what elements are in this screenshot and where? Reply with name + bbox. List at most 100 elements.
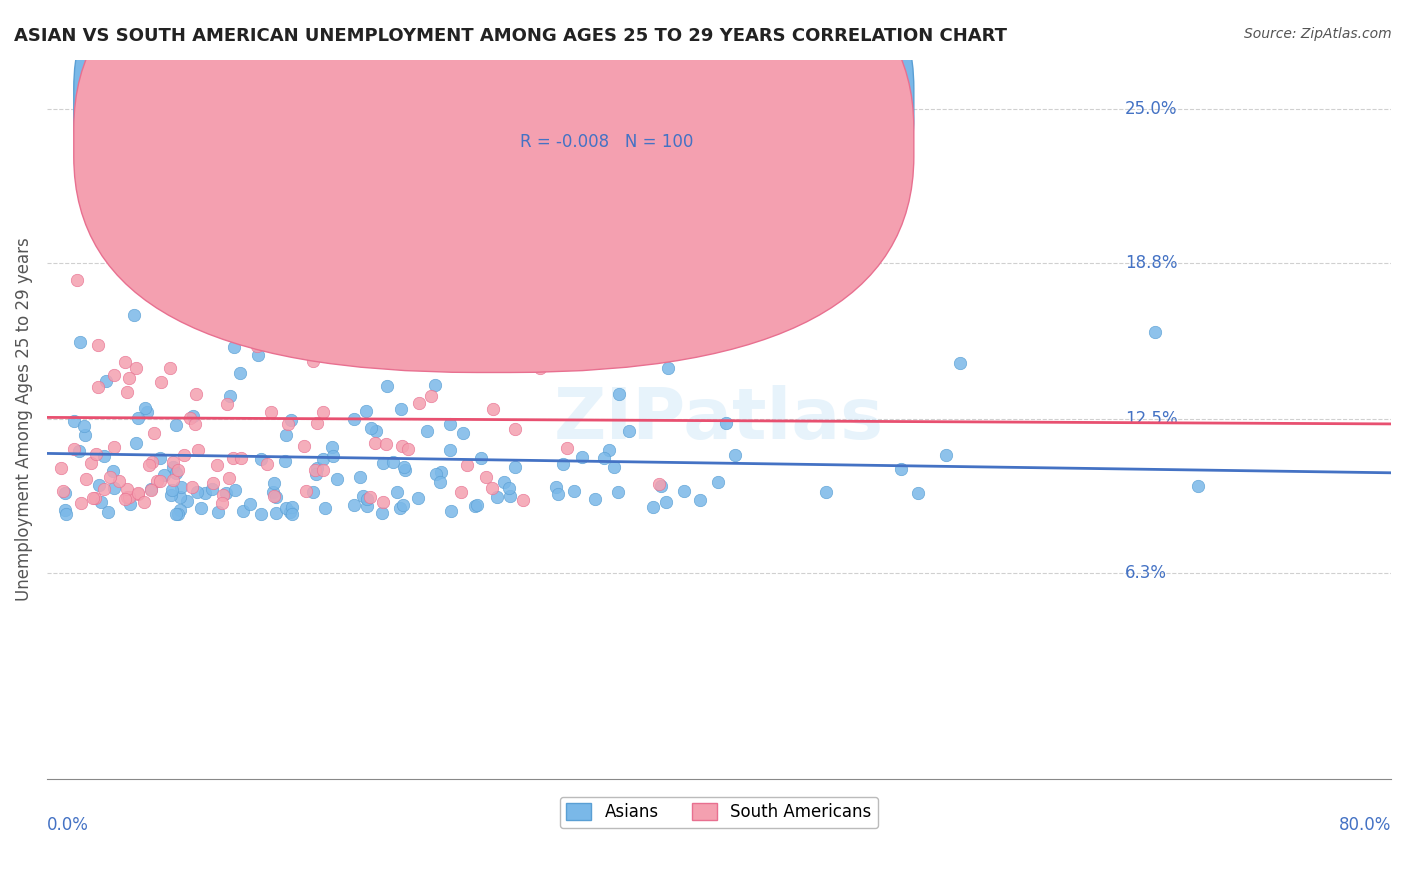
- South Americans: [70, 496, 93, 510]
- South Americans: [115, 384, 138, 399]
- Asians: [53, 486, 76, 500]
- South Americans: [233, 285, 256, 300]
- Asians: [165, 418, 187, 433]
- Asians: [346, 243, 368, 257]
- Asians: [176, 493, 198, 508]
- South Americans: [138, 458, 160, 473]
- Asians: [314, 500, 336, 515]
- Asians: [266, 507, 288, 521]
- Asians: [125, 436, 148, 450]
- Asians: [120, 498, 142, 512]
- Asians: [716, 416, 738, 430]
- South Americans: [420, 389, 443, 403]
- Asians: [305, 460, 328, 475]
- South Americans: [75, 153, 97, 168]
- Asians: [1144, 326, 1167, 340]
- South Americans: [305, 416, 328, 430]
- Text: 80.0%: 80.0%: [1339, 816, 1391, 834]
- South Americans: [75, 472, 97, 486]
- Text: Source: ZipAtlas.com: Source: ZipAtlas.com: [1244, 27, 1392, 41]
- Asians: [360, 420, 382, 434]
- Asians: [356, 500, 378, 514]
- Asians: [62, 414, 84, 428]
- Asians: [382, 455, 405, 469]
- Asians: [153, 467, 176, 482]
- South Americans: [481, 402, 503, 417]
- South Americans: [312, 405, 335, 419]
- Asians: [689, 492, 711, 507]
- Asians: [439, 443, 461, 458]
- South Americans: [222, 450, 245, 465]
- Asians: [207, 504, 229, 518]
- Asians: [398, 223, 420, 237]
- South Americans: [149, 474, 172, 488]
- Asians: [232, 503, 254, 517]
- Asians: [392, 498, 415, 512]
- South Americans: [450, 484, 472, 499]
- South Americans: [103, 368, 125, 382]
- Asians: [430, 465, 453, 479]
- Asians: [224, 483, 246, 497]
- Asians: [440, 503, 463, 517]
- Asians: [124, 308, 146, 322]
- South Americans: [433, 180, 456, 194]
- South Americans: [475, 470, 498, 484]
- Asians: [170, 480, 193, 494]
- South Americans: [141, 455, 163, 469]
- Asians: [262, 484, 284, 499]
- FancyBboxPatch shape: [73, 0, 914, 373]
- Asians: [672, 484, 695, 499]
- South Americans: [187, 442, 209, 457]
- Asians: [373, 456, 395, 470]
- Asians: [394, 460, 416, 475]
- South Americans: [304, 462, 326, 476]
- South Americans: [371, 495, 394, 509]
- Asians: [229, 366, 252, 380]
- Asians: [159, 488, 181, 502]
- Text: ZIPatlas: ZIPatlas: [554, 384, 884, 454]
- Text: ASIAN VS SOUTH AMERICAN UNEMPLOYMENT AMONG AGES 25 TO 29 YEARS CORRELATION CHART: ASIAN VS SOUTH AMERICAN UNEMPLOYMENT AMO…: [14, 27, 1007, 45]
- South Americans: [179, 411, 201, 425]
- Asians: [650, 479, 672, 493]
- South Americans: [456, 458, 478, 472]
- Asians: [643, 500, 665, 515]
- South Americans: [312, 463, 335, 477]
- South Americans: [292, 439, 315, 453]
- Asians: [194, 486, 217, 500]
- Asians: [948, 356, 970, 370]
- Asians: [186, 484, 208, 499]
- Asians: [425, 467, 447, 482]
- Asians: [406, 491, 429, 506]
- Asians: [707, 475, 730, 489]
- South Americans: [529, 360, 551, 375]
- South Americans: [51, 460, 73, 475]
- Asians: [103, 481, 125, 495]
- Asians: [429, 475, 451, 489]
- South Americans: [134, 495, 156, 509]
- Text: 12.5%: 12.5%: [1125, 410, 1177, 428]
- Asians: [370, 506, 392, 520]
- South Americans: [108, 474, 131, 488]
- South Americans: [264, 339, 287, 353]
- South Americans: [211, 496, 233, 510]
- South Americans: [93, 483, 115, 497]
- South Americans: [391, 439, 413, 453]
- Asians: [55, 503, 77, 517]
- Asians: [149, 451, 172, 466]
- Asians: [485, 490, 508, 504]
- South Americans: [555, 441, 578, 455]
- Asians: [544, 479, 567, 493]
- Asians: [1187, 479, 1209, 493]
- Asians: [352, 490, 374, 504]
- Asians: [160, 483, 183, 497]
- South Americans: [62, 442, 84, 457]
- Asians: [389, 402, 412, 417]
- Asians: [162, 459, 184, 474]
- South Americans: [159, 361, 181, 376]
- Asians: [97, 505, 120, 519]
- Asians: [494, 475, 516, 490]
- South Americans: [581, 316, 603, 330]
- Asians: [181, 409, 204, 423]
- Asians: [201, 482, 224, 496]
- Text: 0.0%: 0.0%: [46, 816, 89, 834]
